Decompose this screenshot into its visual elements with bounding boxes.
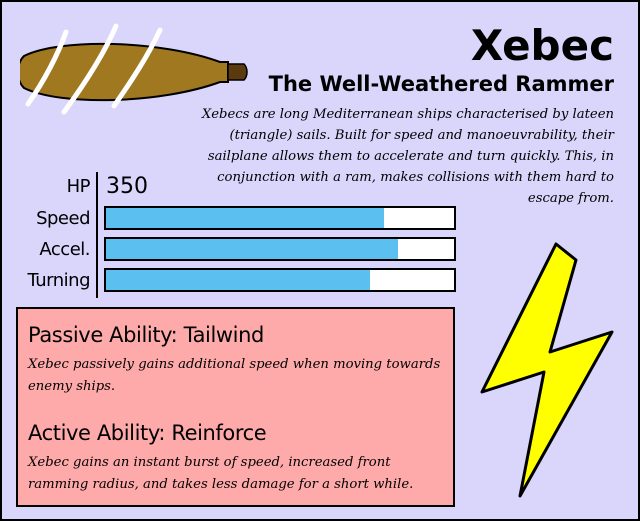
accel-bar (104, 237, 456, 261)
stat-label-hp: HP (66, 176, 91, 197)
active-ability-text: Xebec gains an instant burst of speed, i… (28, 455, 414, 492)
speed-bar-fill (106, 208, 385, 228)
passive-ability-title: Passive Ability: Tailwind (28, 323, 264, 347)
stat-divider (96, 172, 98, 298)
ship-hull-icon (20, 23, 248, 115)
hp-value: 350 (106, 174, 148, 199)
ship-subtitle: The Well-Weathered Rammer (268, 72, 614, 96)
turning-bar (104, 268, 456, 292)
ship-name: Xebec (470, 21, 614, 70)
stat-label-speed: Speed (36, 208, 90, 229)
stats-panel: HP Speed Accel. Turning 350 (12, 170, 462, 298)
ability-panel: Passive Ability: Tailwind Xebec passivel… (16, 307, 455, 507)
ship-description: Xebecs are long Mediterranean ships char… (201, 107, 614, 206)
accel-bar-fill (106, 239, 399, 259)
passive-ability-text: Xebec passively gains additional speed w… (28, 357, 441, 394)
stat-label-accel: Accel. (39, 239, 90, 260)
stat-label-turning: Turning (27, 270, 91, 291)
speed-bar (104, 206, 456, 230)
active-ability-title: Active Ability: Reinforce (28, 421, 267, 445)
turning-bar-fill (106, 270, 371, 290)
lightning-bolt-icon (480, 242, 614, 498)
